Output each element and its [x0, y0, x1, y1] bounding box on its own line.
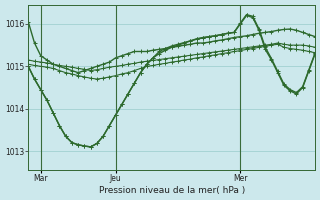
X-axis label: Pression niveau de la mer( hPa ): Pression niveau de la mer( hPa ) — [99, 186, 245, 195]
